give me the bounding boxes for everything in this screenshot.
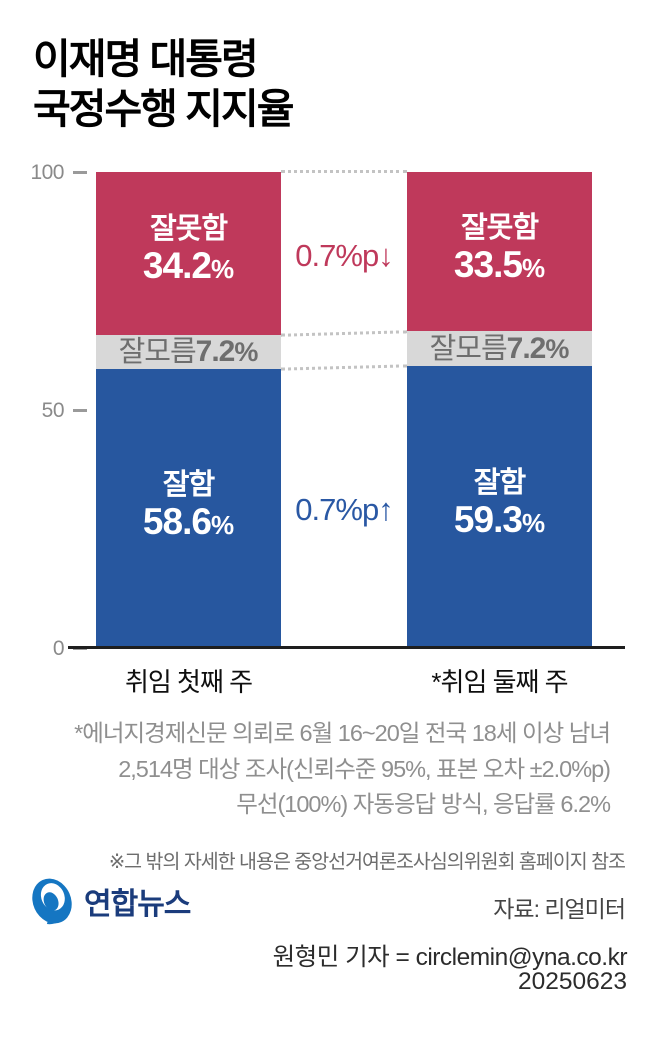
segment-unsure-1: 잘모름7.2% [96, 334, 281, 370]
segment-name: 잘함 [162, 468, 215, 501]
segment-label-positive-2: 잘함 59.3% [454, 466, 545, 548]
reporter-byline: 원형민 기자 = circlemin@yna.co.kr [272, 944, 628, 971]
title-line-2: 국정수행 지지율 [33, 86, 294, 132]
segment-label-positive-1: 잘함 58.6% [143, 468, 234, 550]
y-axis-tick-0: 0 [52, 637, 65, 660]
bar-1: 잘못함 33.5% 잘모름7.2% 잘함 59.3% [407, 172, 592, 648]
footnote-line-2: 2,514명 대상 조사(신뢰수준 95%, 표본 오차 ±2.0%p) [118, 755, 611, 782]
segment-positive-1: 잘함 58.6% [96, 369, 281, 648]
x-axis-line [68, 646, 625, 649]
dotted-connector-upper [280, 330, 408, 337]
title-line-1: 이재명 대통령 [33, 36, 259, 82]
dotted-connector-top [281, 170, 407, 173]
yonhap-news-logo: 연합뉴스 [28, 876, 191, 926]
footnote-line-3: 무선(100%) 자동응답 방식, 응답률 6.2% [236, 791, 611, 817]
footnote-line-1: *에너지경제신문 의뢰로 6월 16~20일 전국 18세 이상 남녀 [74, 720, 611, 746]
segment-value: 34.2% [142, 245, 235, 287]
delta-negative-label: 0.7%p↓ [295, 238, 393, 273]
y-axis-tick-50: 50 [41, 399, 65, 422]
y-tick-mark-100 [73, 171, 87, 174]
nesdc-reference-note: ※그 밖의 자세한 내용은 중앙선거여론조사심의위원회 홈페이지 참조 [108, 851, 626, 873]
segment-negative-1: 잘못함 34.2% [96, 172, 281, 335]
segment-label-unsure-2: 잘모름7.2% [429, 331, 570, 365]
segment-name: 잘함 [473, 466, 526, 499]
yonhap-logo-text: 연합뉴스 [84, 888, 191, 921]
page-title: 이재명 대통령 국정수행 지지율 [33, 34, 294, 134]
segment-positive-2: 잘함 59.3% [407, 365, 592, 648]
y-tick-mark-50 [73, 409, 87, 412]
segment-value: 58.6% [142, 500, 235, 542]
data-source: 자료: 리얼미터 [493, 896, 626, 922]
segment-name: 잘못함 [149, 213, 228, 246]
y-axis-tick-100: 100 [30, 161, 64, 184]
delta-positive-label: 0.7%p↑ [295, 492, 393, 527]
segment-label-unsure-1: 잘모름7.2% [118, 334, 259, 368]
yonhap-logo-icon [32, 878, 72, 925]
x-axis-label-week1: 취임 첫째 주 [124, 667, 253, 697]
stacked-bar-chart: 100 50 0 잘못함 34.2% 잘모름7.2% 잘함 58.6% 잘못함 33.5%… [0, 161, 650, 660]
segment-name: 잘모름 [429, 332, 508, 365]
survey-footnote: *에너지경제신문 의뢰로 6월 16~20일 전국 18세 이상 남녀 2,51… [74, 716, 611, 823]
dotted-connector-lower [280, 364, 408, 371]
segment-name: 잘모름 [118, 335, 197, 368]
segment-value: 7.2% [195, 334, 259, 368]
segment-label-negative-1: 잘못함 34.2% [143, 212, 234, 294]
segment-label-negative-2: 잘못함 33.5% [454, 211, 545, 293]
segment-value: 33.5% [453, 243, 546, 285]
segment-name: 잘못함 [460, 211, 539, 244]
x-axis-label-week2: *취임 둘째 주 [431, 667, 568, 697]
publish-date: 20250623 [517, 968, 627, 995]
bar-0: 잘못함 34.2% 잘모름7.2% 잘함 58.6% [96, 172, 281, 648]
segment-value: 59.3% [453, 498, 546, 540]
segment-negative-2: 잘못함 33.5% [407, 172, 592, 332]
segment-value: 7.2% [506, 331, 570, 365]
segment-unsure-2: 잘모름7.2% [407, 331, 592, 366]
